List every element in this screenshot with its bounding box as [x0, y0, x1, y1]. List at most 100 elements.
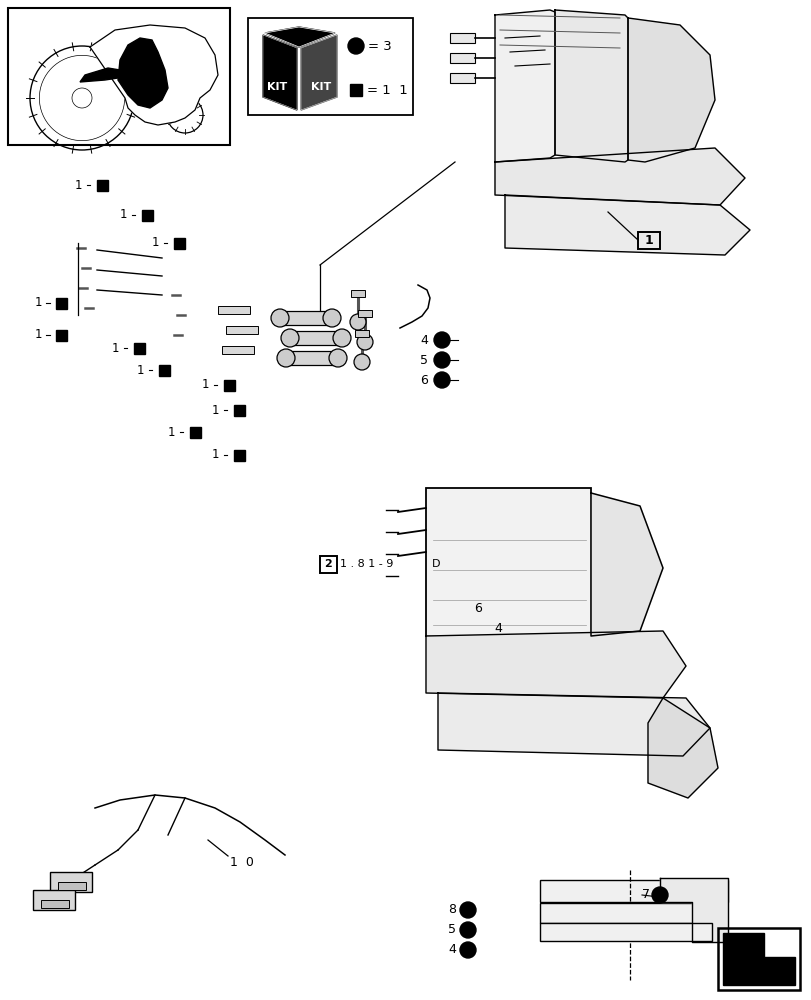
Text: KIT: KIT	[311, 82, 331, 92]
Circle shape	[651, 887, 667, 903]
Text: 1: 1	[152, 236, 159, 249]
Circle shape	[328, 349, 346, 367]
Circle shape	[348, 38, 363, 54]
Bar	[174, 237, 185, 248]
Bar	[8, 8, 230, 145]
Circle shape	[357, 334, 372, 350]
Circle shape	[350, 314, 366, 330]
Bar	[142, 210, 153, 221]
Polygon shape	[263, 35, 297, 110]
Bar	[217, 306, 250, 314]
Polygon shape	[659, 878, 727, 942]
Text: 7: 7	[642, 888, 649, 901]
Bar	[135, 342, 145, 354]
Bar	[637, 232, 659, 249]
Polygon shape	[80, 68, 120, 82]
Text: 1  0: 1 0	[230, 856, 254, 869]
Text: 1: 1	[167, 426, 175, 438]
Polygon shape	[722, 933, 794, 985]
Text: 4: 4	[448, 943, 456, 956]
Text: 8: 8	[448, 903, 456, 916]
Text: 1: 1	[201, 378, 208, 391]
Text: 6: 6	[419, 373, 427, 386]
Polygon shape	[504, 195, 749, 255]
Bar	[354, 330, 368, 337]
Bar	[539, 903, 722, 923]
Polygon shape	[495, 10, 554, 162]
Text: 4: 4	[493, 621, 501, 635]
Text: 1: 1	[75, 179, 82, 192]
Text: 1: 1	[34, 296, 42, 310]
Circle shape	[433, 372, 449, 388]
Polygon shape	[426, 631, 685, 698]
Bar	[426, 488, 590, 636]
Text: 1: 1	[111, 342, 119, 355]
Circle shape	[323, 309, 341, 327]
Bar	[358, 310, 371, 317]
Circle shape	[354, 354, 370, 370]
Bar	[539, 880, 727, 902]
Text: 1: 1	[136, 363, 144, 376]
Bar	[449, 73, 474, 83]
Bar	[97, 180, 109, 191]
Polygon shape	[554, 10, 627, 162]
Bar	[280, 311, 332, 325]
Bar	[350, 290, 365, 297]
Bar	[449, 33, 474, 43]
Bar	[33, 890, 75, 910]
Text: 6: 6	[474, 601, 482, 614]
Circle shape	[433, 332, 449, 348]
Polygon shape	[590, 493, 663, 636]
Bar	[539, 923, 711, 941]
Text: 5: 5	[419, 354, 427, 366]
Bar	[50, 872, 92, 892]
Text: 1: 1	[119, 209, 127, 222]
Bar	[320, 556, 337, 573]
Bar	[350, 84, 362, 96]
Text: D: D	[431, 559, 440, 569]
Circle shape	[333, 329, 350, 347]
Text: 1: 1	[211, 403, 219, 416]
Bar	[57, 298, 67, 308]
Polygon shape	[118, 38, 168, 108]
Bar	[717, 928, 799, 990]
Circle shape	[281, 329, 298, 347]
Bar	[191, 426, 201, 438]
Bar	[224, 379, 235, 390]
Text: 1 . 8 1 - 9: 1 . 8 1 - 9	[340, 559, 393, 569]
Bar	[234, 404, 245, 416]
Bar	[159, 364, 170, 375]
Text: 1: 1	[211, 448, 219, 462]
Bar	[449, 53, 474, 63]
Bar	[290, 331, 341, 345]
Polygon shape	[301, 35, 337, 110]
Bar	[225, 326, 258, 334]
Text: 2: 2	[324, 559, 332, 569]
Text: = 1  1: = 1 1	[367, 84, 407, 97]
Text: = 3: = 3	[367, 40, 391, 53]
Circle shape	[460, 902, 475, 918]
Polygon shape	[437, 693, 709, 756]
Bar	[285, 351, 337, 365]
Text: KIT: KIT	[267, 82, 287, 92]
Circle shape	[460, 942, 475, 958]
Circle shape	[271, 309, 289, 327]
Polygon shape	[264, 27, 335, 47]
Text: 5: 5	[448, 923, 456, 936]
Circle shape	[460, 922, 475, 938]
Text: 1: 1	[644, 233, 653, 246]
Bar	[221, 346, 254, 354]
Bar	[41, 900, 69, 908]
Polygon shape	[627, 18, 714, 162]
Circle shape	[433, 352, 449, 368]
Circle shape	[277, 349, 294, 367]
Polygon shape	[495, 148, 744, 205]
Text: 1: 1	[34, 328, 42, 342]
Bar	[247, 18, 413, 115]
Polygon shape	[647, 698, 717, 798]
Bar	[234, 450, 245, 460]
Bar	[57, 330, 67, 340]
Circle shape	[72, 88, 92, 108]
Text: 4: 4	[419, 334, 427, 347]
Bar	[58, 882, 86, 890]
